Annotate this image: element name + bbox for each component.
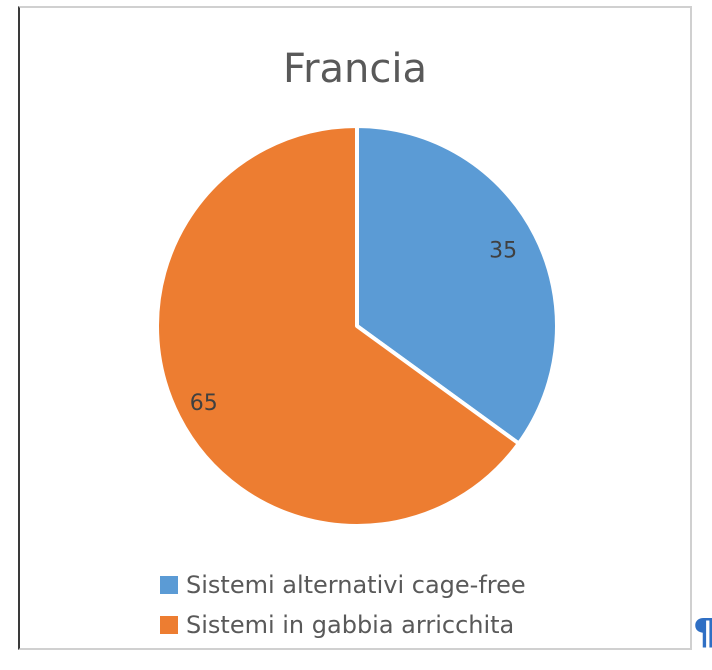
legend: Sistemi alternativi cage-free Sistemi in… — [160, 565, 526, 645]
legend-label-gabbia: Sistemi in gabbia arricchita — [186, 611, 515, 639]
legend-swatch-cage-free — [160, 576, 178, 594]
legend-item-gabbia: Sistemi in gabbia arricchita — [160, 605, 526, 645]
pilcrow-mark: ¶ — [693, 612, 712, 653]
data-label-0: 35 — [489, 239, 517, 264]
legend-swatch-gabbia — [160, 616, 178, 634]
legend-item-cage-free: Sistemi alternativi cage-free — [160, 565, 526, 605]
pie-slice-1 — [155, 124, 521, 528]
legend-label-cage-free: Sistemi alternativi cage-free — [186, 571, 526, 599]
data-label-1: 65 — [190, 391, 218, 416]
chart-title: Francia — [282, 46, 428, 92]
pie-slice-0 — [355, 124, 559, 446]
